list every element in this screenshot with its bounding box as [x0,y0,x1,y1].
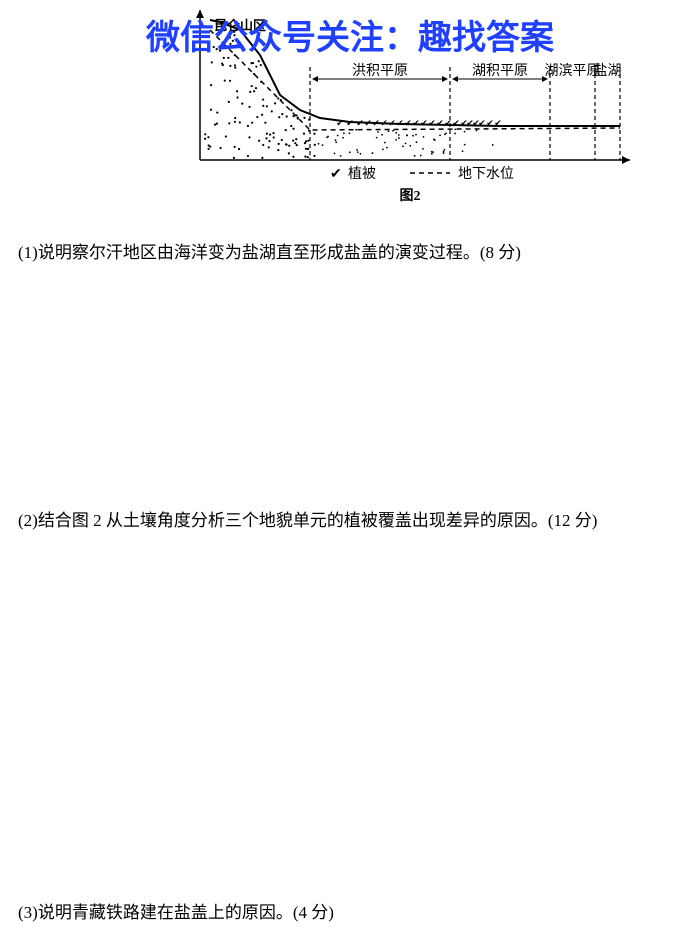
svg-text:✔: ✔ [404,118,412,128]
svg-text:✔: ✔ [436,118,444,128]
svg-text:✔: ✔ [336,118,344,128]
svg-text:湖积平原: 湖积平原 [472,63,528,79]
watermark-text: 微信公众号关注：趣找答案 [0,10,700,59]
svg-text:✔: ✔ [428,118,436,128]
svg-text:湖滨平原: 湖滨平原 [545,63,601,79]
svg-text:✔: ✔ [380,118,388,128]
svg-text:图2: 图2 [400,188,421,204]
svg-text:地下水位: 地下水位 [458,166,514,182]
svg-text:✔: ✔ [486,118,494,128]
svg-text:✔: ✔ [364,118,372,128]
question-2: (2)结合图 2 从土壤角度分析三个地貌单元的植被覆盖出现差异的原因。(12 分… [18,508,682,534]
svg-text:✔: ✔ [372,118,380,128]
svg-text:✔: ✔ [420,118,428,128]
svg-text:✔: ✔ [396,118,404,128]
svg-text:✔: ✔ [452,118,460,128]
svg-text:✔: ✔ [444,118,452,128]
question-3: (3)说明青藏铁路建在盐盖上的原因。(4 分) [18,900,682,926]
svg-text:✔: ✔ [388,118,396,128]
svg-text:植被: 植被 [348,166,376,182]
question-1: (1)说明察尔汗地区由海洋变为盐湖直至形成盐盖的演变过程。(8 分) [18,240,682,266]
svg-text:盐湖: 盐湖 [594,63,622,79]
svg-text:✔: ✔ [412,118,420,128]
svg-text:✔: ✔ [356,118,364,128]
svg-text:✔: ✔ [346,118,354,128]
svg-text:✔: ✔ [478,118,486,128]
svg-text:洪积平原: 洪积平原 [352,63,408,79]
svg-text:✔: ✔ [494,118,502,128]
svg-text:✔: ✔ [330,167,342,182]
